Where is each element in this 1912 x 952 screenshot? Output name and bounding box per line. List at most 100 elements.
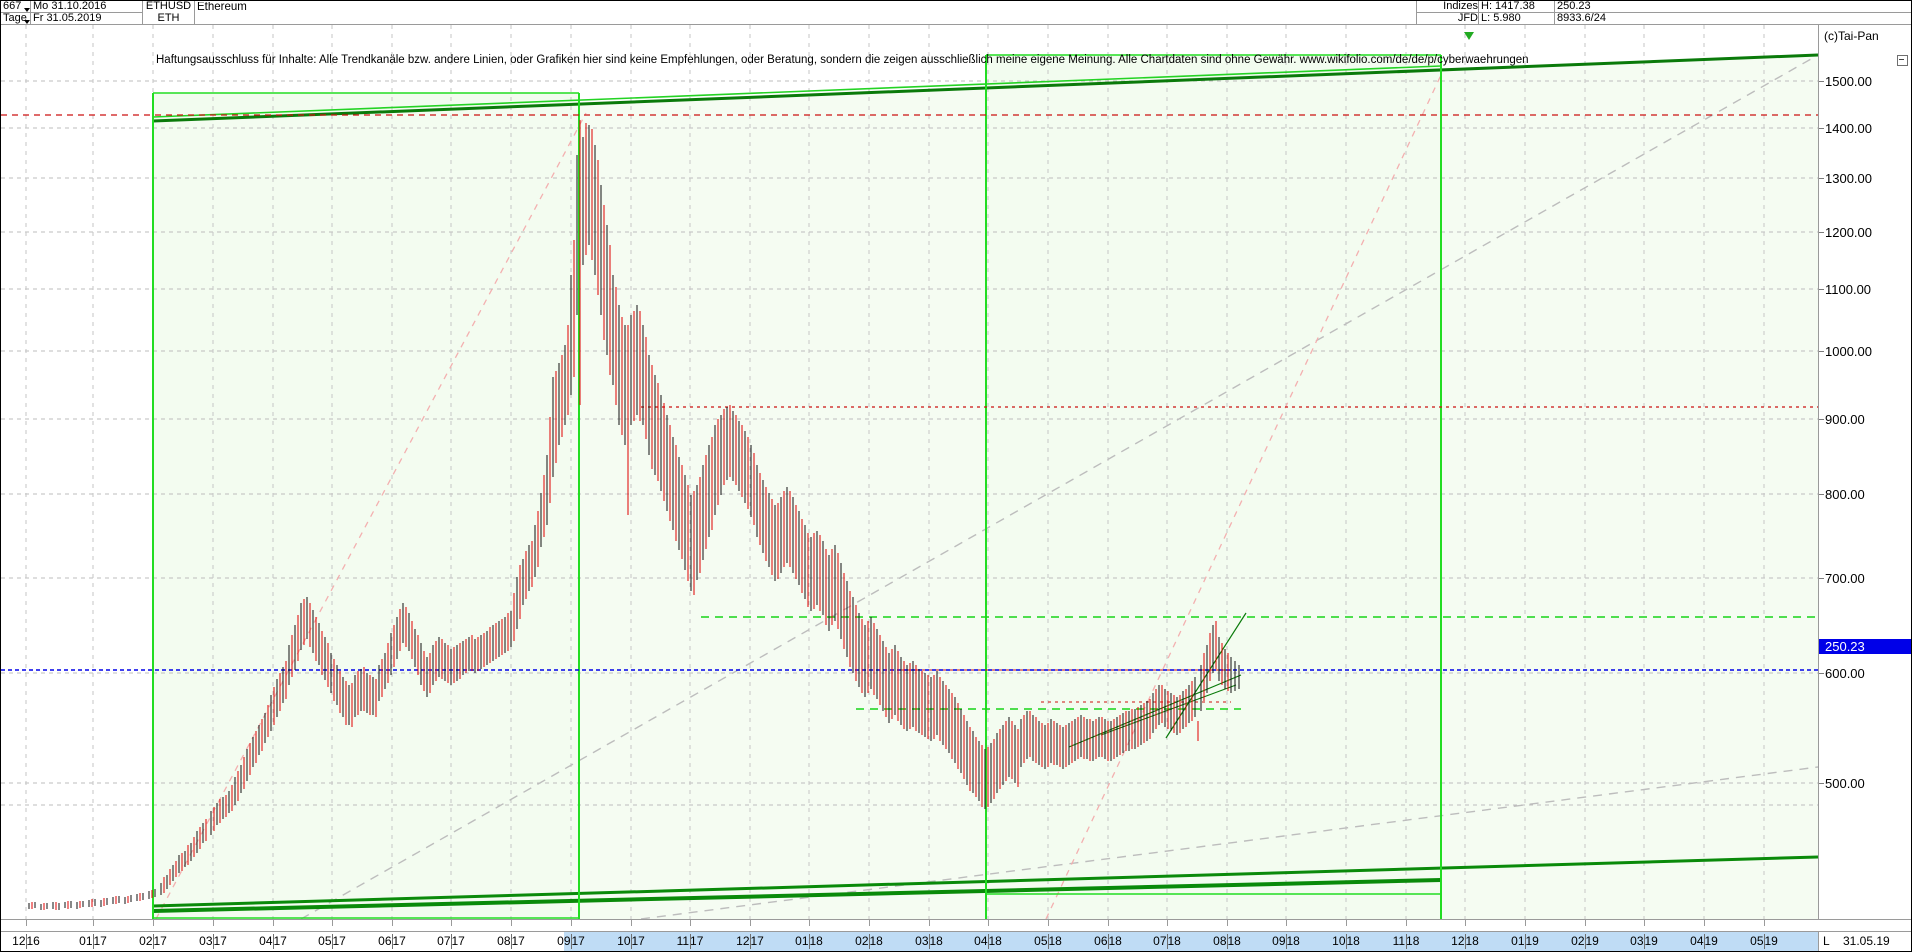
- date-label-separator: [809, 934, 810, 949]
- source-group: Indizes: [1443, 1, 1478, 12]
- date-tick-label: 1017: [617, 934, 645, 948]
- date-label-separator: [26, 934, 27, 949]
- header-cell-divider: [31, 12, 142, 13]
- date-tick-label: 0218: [855, 934, 883, 948]
- date-label-separator: [392, 934, 393, 949]
- price-candles: [28, 120, 1240, 910]
- date-label-separator: [1048, 934, 1049, 949]
- date-range-selection[interactable]: [564, 932, 1818, 951]
- date-label-separator: [571, 934, 572, 949]
- date-label-separator: [1465, 934, 1466, 949]
- chart-header-bar: 667 Tage Mo 31.10.2016 Fr 31.05.2019 ETH…: [1, 1, 1911, 25]
- price-tick-label: 500.00: [1825, 776, 1865, 791]
- axis-tick: [1819, 81, 1824, 82]
- price-tick-label: 800.00: [1825, 487, 1865, 502]
- date-tick-label: 0119: [1511, 934, 1539, 948]
- bars-count-cell[interactable]: 667 Tage: [1, 1, 31, 24]
- axis-tick: [1819, 128, 1824, 129]
- cursor-marker-label: L: [1823, 934, 1830, 948]
- price-tick-label: 1200.00: [1825, 225, 1872, 240]
- axis-tick: [1819, 494, 1824, 495]
- date-label-separator: [1525, 934, 1526, 949]
- date-tick-label: 1118: [1392, 934, 1420, 948]
- date-tick-label: 0718: [1153, 934, 1181, 948]
- date-label-separator: [631, 934, 632, 949]
- date-label-separator: [1585, 934, 1586, 949]
- date-tick-label: 0918: [1272, 934, 1300, 948]
- date-tick-label: 0517: [318, 934, 346, 948]
- volume-info: 8933.6/24: [1557, 13, 1606, 24]
- date-tick-label: 0618: [1094, 934, 1122, 948]
- date-label-separator: [1108, 934, 1109, 949]
- date-tick-label: 1217: [736, 934, 764, 948]
- date-label-separator: [332, 934, 333, 949]
- date-label-separator: [750, 934, 751, 949]
- date-label-separator: [1167, 934, 1168, 949]
- date-label-separator: [690, 934, 691, 949]
- symbol-short: ETH: [157, 13, 180, 24]
- date-label-separator: [869, 934, 870, 949]
- date-tick-label: 0917: [557, 934, 585, 948]
- last-price-badge: 250.23: [1819, 639, 1911, 654]
- date-tick-label: 0419: [1690, 934, 1718, 948]
- date-tick-label: 0418: [974, 934, 1002, 948]
- date-tick-label: 0319: [1630, 934, 1658, 948]
- symbol-cell[interactable]: ETHUSD ETH: [143, 1, 195, 24]
- period-low: L: 5.980: [1481, 13, 1521, 24]
- date-tick-label: 0217: [139, 934, 167, 948]
- date-tick-label: 0219: [1571, 934, 1599, 948]
- date-label-separator: [1286, 934, 1287, 949]
- source-broker: JFD: [1457, 13, 1478, 24]
- date-label-separator: [93, 934, 94, 949]
- date-label-separator: [1704, 934, 1705, 949]
- price-tick-label: 600.00: [1825, 666, 1865, 681]
- date-tick-label: 0318: [915, 934, 943, 948]
- axis-tick: [1819, 673, 1824, 674]
- date-tick-label: 1216: [12, 934, 40, 948]
- date-tick-label: 0519: [1750, 934, 1778, 948]
- collapse-icon[interactable]: [1897, 55, 1908, 66]
- date-axis[interactable]: 1216 0117 0217 0317 0417 0517 0617 0717 0817 0917…: [1, 919, 1911, 951]
- high-low-cell[interactable]: H: 1417.38 L: 5.980: [1479, 1, 1555, 24]
- instrument-name: Ethereum: [197, 2, 247, 13]
- header-cell-divider: [1555, 12, 1911, 13]
- price-tick-label: 1100.00: [1825, 282, 1872, 297]
- header-cell-divider: [1, 12, 30, 13]
- axis-tick: [1819, 178, 1824, 179]
- date-tick-label: 0117: [79, 934, 107, 948]
- date-tick-label: 0817: [497, 934, 525, 948]
- interval-value: Tage: [3, 13, 27, 24]
- date-tick-label: 1018: [1332, 934, 1360, 948]
- date-tick-label: 1218: [1451, 934, 1479, 948]
- copyright-label: (c)Tai-Pan: [1824, 29, 1879, 43]
- source-cell[interactable]: Indizes JFD: [1417, 1, 1479, 24]
- date-label-separator: [929, 934, 930, 949]
- date-label-separator: [451, 934, 452, 949]
- chart-plot-area[interactable]: Haftungsausschluss für Inhalte: Alle Tre…: [1, 25, 1818, 919]
- price-tick-label: 1000.00: [1825, 344, 1872, 359]
- date-tick-label: 0417: [259, 934, 287, 948]
- axis-tick: [1819, 289, 1824, 290]
- date-range-cell[interactable]: Mo 31.10.2016 Fr 31.05.2019: [31, 1, 143, 24]
- interval-caret-icon[interactable]: [21, 15, 30, 29]
- header-cell-divider: [1479, 12, 1554, 13]
- wedge-lower: [1068, 674, 1242, 748]
- date-label-separator: [988, 934, 989, 949]
- instrument-name-cell[interactable]: Ethereum: [195, 1, 1417, 24]
- date-label-strip[interactable]: 1216 0117 0217 0317 0417 0517 0617 0717 0817 0917…: [1, 931, 1818, 951]
- axis-tick: [1819, 578, 1824, 579]
- date-label-separator: [1346, 934, 1347, 949]
- date-to: Fr 31.05.2019: [33, 13, 102, 24]
- header-cell-divider: [1417, 12, 1478, 13]
- disclaimer-text: Haftungsausschluss für Inhalte: Alle Tre…: [156, 54, 1529, 66]
- date-label-separator: [273, 934, 274, 949]
- date-tick-label: 0617: [378, 934, 406, 948]
- bars-count-caret-icon[interactable]: [21, 3, 30, 17]
- date-tick-marks: [1, 920, 1818, 930]
- price-axis[interactable]: (c)Tai-Pan 1500.00 1400.00 1300.00 1200.…: [1818, 25, 1911, 919]
- date-tick-label: 0717: [437, 934, 465, 948]
- last-price-cell[interactable]: 250.23 8933.6/24: [1555, 1, 1911, 24]
- symbol-ticker: ETHUSD: [145, 1, 192, 12]
- date-tick-label: 0317: [199, 934, 227, 948]
- horizontal-gridlines: [1, 80, 1818, 806]
